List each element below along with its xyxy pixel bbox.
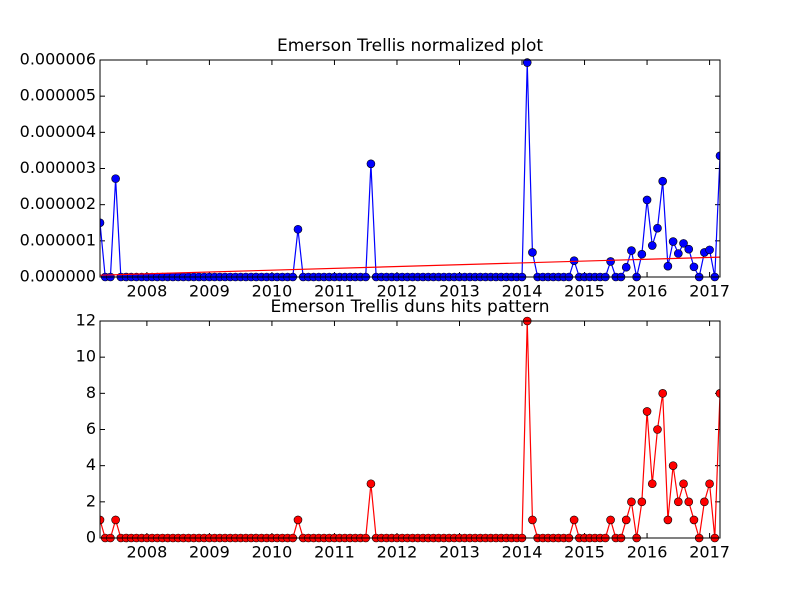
data-point [293,515,303,525]
x-tick-label: 2015 [564,543,605,562]
data-point [100,515,105,525]
y-tick-label: 0.000001 [20,230,96,249]
plot-title: Emerson Trellis normalized plot [277,36,543,56]
data-point [700,497,709,507]
data-point [528,248,537,257]
x-tick-label: 2009 [189,543,230,562]
data-point [637,249,647,259]
data-point [689,262,699,272]
data-point [663,515,673,525]
data-point [658,389,667,398]
data-point [715,389,720,398]
x-tick-label: 2017 [689,282,730,301]
data-point [111,174,120,183]
data-point [522,58,532,67]
data-point [653,425,662,434]
x-tick-label: 2012 [377,282,418,301]
data-point [668,237,678,246]
x-tick-label: 2008 [127,282,168,301]
x-tick-label: 2009 [189,282,230,301]
data-point [621,515,631,525]
y-tick-label: 0.000004 [20,122,96,141]
data-point [100,218,105,228]
y-tick-label: 6 [86,419,96,438]
axes-frame [99,59,721,278]
data-point [715,151,720,161]
data-line [100,256,720,276]
data-point [293,224,303,234]
x-tick-label: 2014 [502,543,543,562]
data-point [366,479,376,489]
data-point [658,176,667,186]
x-tick-label: 2010 [252,543,293,562]
data-point [637,497,647,507]
data-point [674,497,683,507]
x-tick-label: 2013 [439,282,480,301]
plot-title: Emerson Trellis duns hits pattern [270,297,549,317]
data-point [663,261,673,271]
y-tick-label: 0.000002 [20,194,96,213]
data-point [647,479,657,489]
data-point [627,497,636,507]
x-tick-label: 2011 [314,543,355,562]
x-tick-label: 2012 [377,543,418,562]
data-point [668,461,678,470]
axes-frame [99,320,721,539]
y-tick-label: 8 [86,383,96,402]
data-point [653,223,662,233]
x-tick-label: 2014 [502,282,543,301]
x-tick-label: 2010 [252,282,293,301]
data-point [674,249,683,258]
data-point [627,246,636,255]
x-tick-label: 2013 [439,543,480,562]
data-point [606,515,615,525]
y-tick-label: 12 [76,311,96,330]
data-point [621,262,631,272]
x-tick-label: 2016 [627,543,668,562]
data-point [111,515,120,525]
data-point [366,159,376,169]
y-tick-label: 0.000003 [20,158,96,177]
data-point [684,244,694,254]
data-point [569,515,579,525]
x-tick-label: 2008 [127,543,168,562]
data-point [679,239,688,248]
x-tick-label: 2017 [689,543,730,562]
y-tick-label: 2 [86,491,96,510]
data-point [689,515,699,525]
data-point [705,479,714,489]
y-tick-label: 0.000000 [20,267,96,286]
data-point [642,195,652,205]
x-tick-label: 2011 [314,282,355,301]
x-tick-label: 2015 [564,282,605,301]
y-tick-label: 0.000005 [20,86,96,105]
y-tick-label: 10 [76,347,96,366]
x-tick-label: 2016 [627,282,668,301]
y-tick-label: 4 [86,455,96,474]
data-point [642,407,652,416]
data-point [606,257,615,266]
data-point [679,479,688,489]
data-point [647,241,657,250]
data-point [705,245,714,255]
data-point [528,515,537,525]
data-point [684,497,694,507]
y-tick-label: 0 [86,528,96,547]
y-tick-label: 0.000006 [20,50,96,69]
